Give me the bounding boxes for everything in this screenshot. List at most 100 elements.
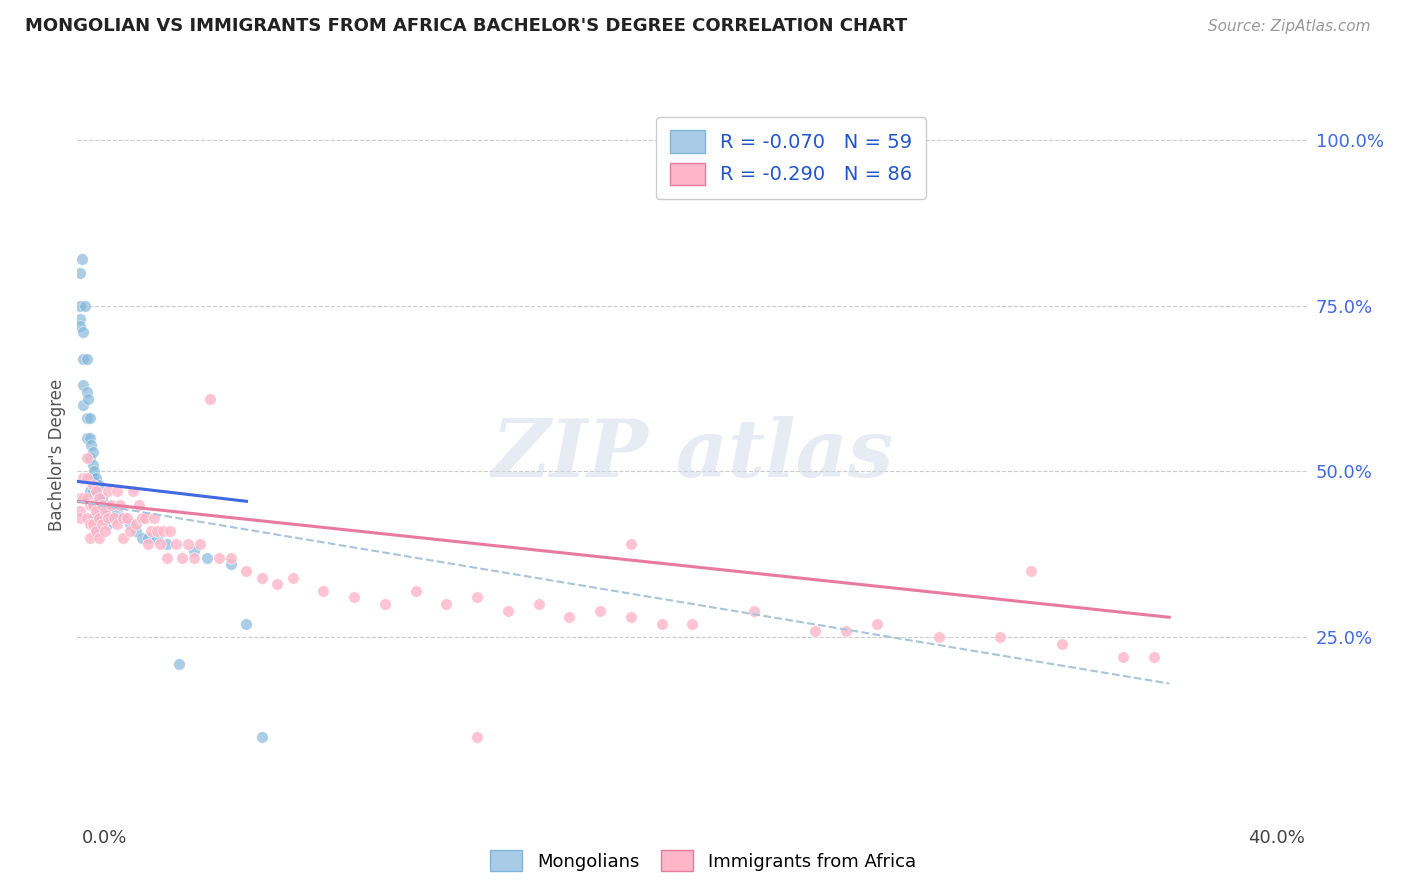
Text: Source: ZipAtlas.com: Source: ZipAtlas.com	[1208, 20, 1371, 34]
Point	[76, 384, 98, 399]
Point	[558, 610, 581, 624]
Point	[82, 484, 104, 499]
Point	[90, 504, 114, 518]
Point	[87, 491, 110, 505]
Point	[1112, 650, 1135, 665]
Point	[436, 597, 458, 611]
Point	[1050, 637, 1073, 651]
Point	[167, 657, 190, 671]
Point	[131, 531, 153, 545]
Point	[928, 630, 950, 644]
Point	[97, 484, 120, 499]
Point	[146, 531, 169, 545]
Point	[165, 537, 187, 551]
Point	[82, 471, 104, 485]
Point	[76, 411, 98, 425]
Point	[110, 498, 132, 512]
Point	[112, 531, 135, 545]
Point	[84, 498, 107, 512]
Point	[97, 511, 120, 525]
Point	[84, 484, 107, 499]
Point	[105, 517, 128, 532]
Point	[183, 550, 205, 565]
Point	[87, 477, 110, 491]
Point	[69, 312, 91, 326]
Point	[76, 511, 98, 525]
Point	[100, 511, 122, 525]
Text: 0.0%: 0.0%	[82, 829, 127, 847]
Point	[128, 498, 150, 512]
Point	[97, 504, 120, 518]
Point	[76, 491, 98, 505]
Point	[835, 624, 858, 638]
Point	[131, 511, 153, 525]
Point	[79, 531, 101, 545]
Point	[82, 498, 104, 512]
Point	[118, 517, 141, 532]
Point	[343, 591, 366, 605]
Y-axis label: Bachelor's Degree: Bachelor's Degree	[48, 379, 66, 531]
Point	[651, 616, 673, 631]
Point	[76, 451, 98, 466]
Point	[84, 504, 107, 518]
Point	[112, 511, 135, 525]
Point	[87, 504, 110, 518]
Point	[72, 378, 94, 392]
Point	[83, 465, 105, 479]
Text: ZIP atlas: ZIP atlas	[491, 417, 894, 493]
Point	[155, 537, 177, 551]
Point	[84, 484, 107, 499]
Point	[72, 398, 94, 412]
Legend: Mongolians, Immigrants from Africa: Mongolians, Immigrants from Africa	[482, 843, 924, 879]
Point	[90, 517, 114, 532]
Point	[94, 511, 117, 525]
Point	[76, 431, 98, 445]
Point	[76, 471, 98, 485]
Point	[94, 498, 117, 512]
Point	[136, 531, 159, 545]
Point	[80, 438, 103, 452]
Point	[79, 451, 101, 466]
Point	[235, 564, 257, 578]
Point	[82, 458, 104, 472]
Point	[72, 326, 94, 340]
Point	[620, 537, 643, 551]
Point	[94, 524, 117, 538]
Point	[250, 570, 273, 584]
Point	[110, 511, 132, 525]
Point	[87, 511, 110, 525]
Point	[69, 491, 91, 505]
Point	[69, 318, 91, 333]
Point	[170, 550, 193, 565]
Point	[72, 491, 94, 505]
Point	[103, 511, 125, 525]
Point	[125, 524, 148, 538]
Point	[281, 570, 304, 584]
Point	[620, 610, 643, 624]
Point	[374, 597, 396, 611]
Point	[87, 531, 110, 545]
Point	[82, 511, 104, 525]
Point	[115, 511, 138, 525]
Point	[208, 550, 231, 565]
Point	[589, 604, 612, 618]
Point	[69, 504, 91, 518]
Point	[219, 558, 242, 572]
Point	[266, 577, 288, 591]
Point	[82, 498, 104, 512]
Point	[84, 524, 107, 538]
Point	[79, 498, 101, 512]
Point	[105, 484, 128, 499]
Point	[79, 411, 101, 425]
Text: 40.0%: 40.0%	[1249, 829, 1305, 847]
Point	[79, 431, 101, 445]
Point	[465, 591, 488, 605]
Point	[496, 604, 519, 618]
Point	[742, 604, 765, 618]
Point	[159, 524, 181, 538]
Point	[105, 504, 128, 518]
Point	[118, 524, 141, 538]
Point	[1019, 564, 1042, 578]
Point	[177, 537, 200, 551]
Legend: R = -0.070   N = 59, R = -0.290   N = 86: R = -0.070 N = 59, R = -0.290 N = 86	[657, 117, 925, 199]
